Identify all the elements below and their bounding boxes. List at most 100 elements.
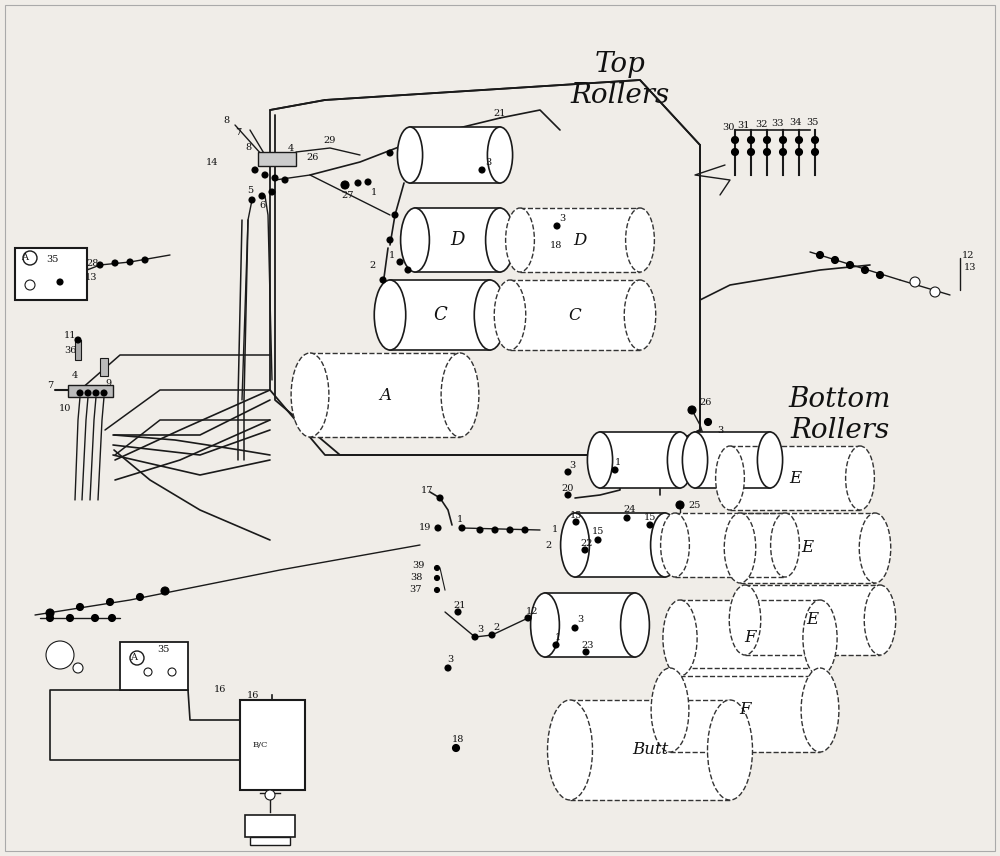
Text: 4: 4 — [72, 371, 78, 379]
Text: 18: 18 — [550, 241, 562, 249]
Text: 26: 26 — [307, 152, 319, 162]
Ellipse shape — [864, 585, 896, 655]
Text: 31: 31 — [738, 121, 750, 129]
Text: 20: 20 — [562, 484, 574, 492]
Ellipse shape — [716, 446, 744, 510]
Bar — [570, 700, 730, 800]
Text: 2: 2 — [493, 622, 499, 632]
Text: 27: 27 — [342, 191, 354, 199]
Ellipse shape — [682, 432, 708, 488]
Text: 1: 1 — [371, 187, 377, 197]
Circle shape — [846, 261, 854, 269]
Circle shape — [612, 467, 618, 473]
Ellipse shape — [724, 513, 756, 583]
Circle shape — [647, 522, 653, 528]
Circle shape — [583, 649, 589, 655]
Text: 12: 12 — [962, 251, 974, 259]
Circle shape — [434, 575, 440, 580]
Circle shape — [272, 175, 278, 181]
Circle shape — [387, 237, 393, 243]
Bar — [100, 358, 108, 376]
Ellipse shape — [859, 513, 891, 583]
Circle shape — [522, 527, 528, 533]
Circle shape — [676, 501, 684, 509]
Ellipse shape — [397, 127, 423, 183]
Ellipse shape — [626, 208, 654, 272]
Text: Butt: Butt — [632, 741, 668, 758]
Text: 11: 11 — [64, 330, 76, 340]
Bar — [730, 446, 860, 510]
Ellipse shape — [729, 585, 761, 655]
Text: D: D — [450, 231, 465, 249]
Circle shape — [434, 587, 440, 592]
Bar — [600, 432, 680, 488]
Text: 21: 21 — [454, 601, 466, 609]
Text: 35: 35 — [46, 255, 58, 265]
Bar — [258, 152, 296, 166]
Circle shape — [259, 193, 265, 199]
Ellipse shape — [474, 280, 506, 350]
Ellipse shape — [587, 432, 613, 488]
Text: 15: 15 — [592, 527, 604, 537]
Circle shape — [437, 495, 443, 501]
Circle shape — [748, 148, 755, 156]
Circle shape — [704, 419, 712, 425]
Circle shape — [76, 603, 84, 610]
Ellipse shape — [667, 432, 693, 488]
Circle shape — [732, 148, 738, 156]
Circle shape — [355, 180, 361, 186]
Text: 9: 9 — [105, 378, 111, 388]
Text: 37: 37 — [409, 586, 421, 595]
Circle shape — [23, 251, 37, 265]
Text: 16: 16 — [247, 691, 259, 699]
Text: 14: 14 — [206, 158, 218, 167]
Bar — [675, 513, 785, 577]
Circle shape — [106, 598, 114, 605]
Text: A: A — [379, 387, 391, 403]
Circle shape — [57, 279, 63, 285]
Text: 12: 12 — [526, 608, 538, 616]
Text: 15: 15 — [644, 514, 656, 522]
Text: 13: 13 — [85, 274, 97, 282]
Bar — [545, 593, 635, 657]
Circle shape — [392, 212, 398, 218]
Ellipse shape — [624, 280, 656, 350]
Circle shape — [812, 148, 818, 156]
Bar — [68, 385, 113, 397]
Ellipse shape — [621, 593, 649, 657]
Circle shape — [489, 632, 495, 638]
Ellipse shape — [801, 668, 839, 752]
Ellipse shape — [374, 280, 406, 350]
Text: Top
Rollers: Top Rollers — [570, 51, 670, 109]
Bar — [250, 837, 290, 845]
Circle shape — [112, 260, 118, 266]
Circle shape — [573, 519, 579, 525]
Circle shape — [85, 390, 91, 396]
Circle shape — [46, 615, 54, 621]
Circle shape — [397, 259, 403, 265]
Text: A: A — [22, 253, 28, 263]
Text: 33: 33 — [772, 118, 784, 128]
Circle shape — [168, 668, 176, 676]
Ellipse shape — [651, 513, 679, 577]
Text: 28: 28 — [87, 259, 99, 267]
Circle shape — [365, 179, 371, 185]
Ellipse shape — [494, 280, 526, 350]
Text: F: F — [739, 702, 751, 718]
Circle shape — [816, 252, 824, 259]
Text: 19: 19 — [419, 522, 431, 532]
Circle shape — [46, 641, 74, 669]
Circle shape — [25, 280, 35, 290]
Circle shape — [97, 262, 103, 268]
Text: 32: 32 — [755, 120, 767, 128]
Bar — [745, 585, 880, 655]
Ellipse shape — [401, 208, 429, 272]
Circle shape — [161, 587, 169, 595]
Ellipse shape — [846, 446, 874, 510]
Text: 6: 6 — [259, 200, 265, 210]
Circle shape — [565, 492, 571, 498]
Text: 7: 7 — [235, 128, 241, 136]
Text: 1: 1 — [555, 633, 561, 643]
Circle shape — [77, 390, 83, 396]
Circle shape — [73, 663, 83, 673]
